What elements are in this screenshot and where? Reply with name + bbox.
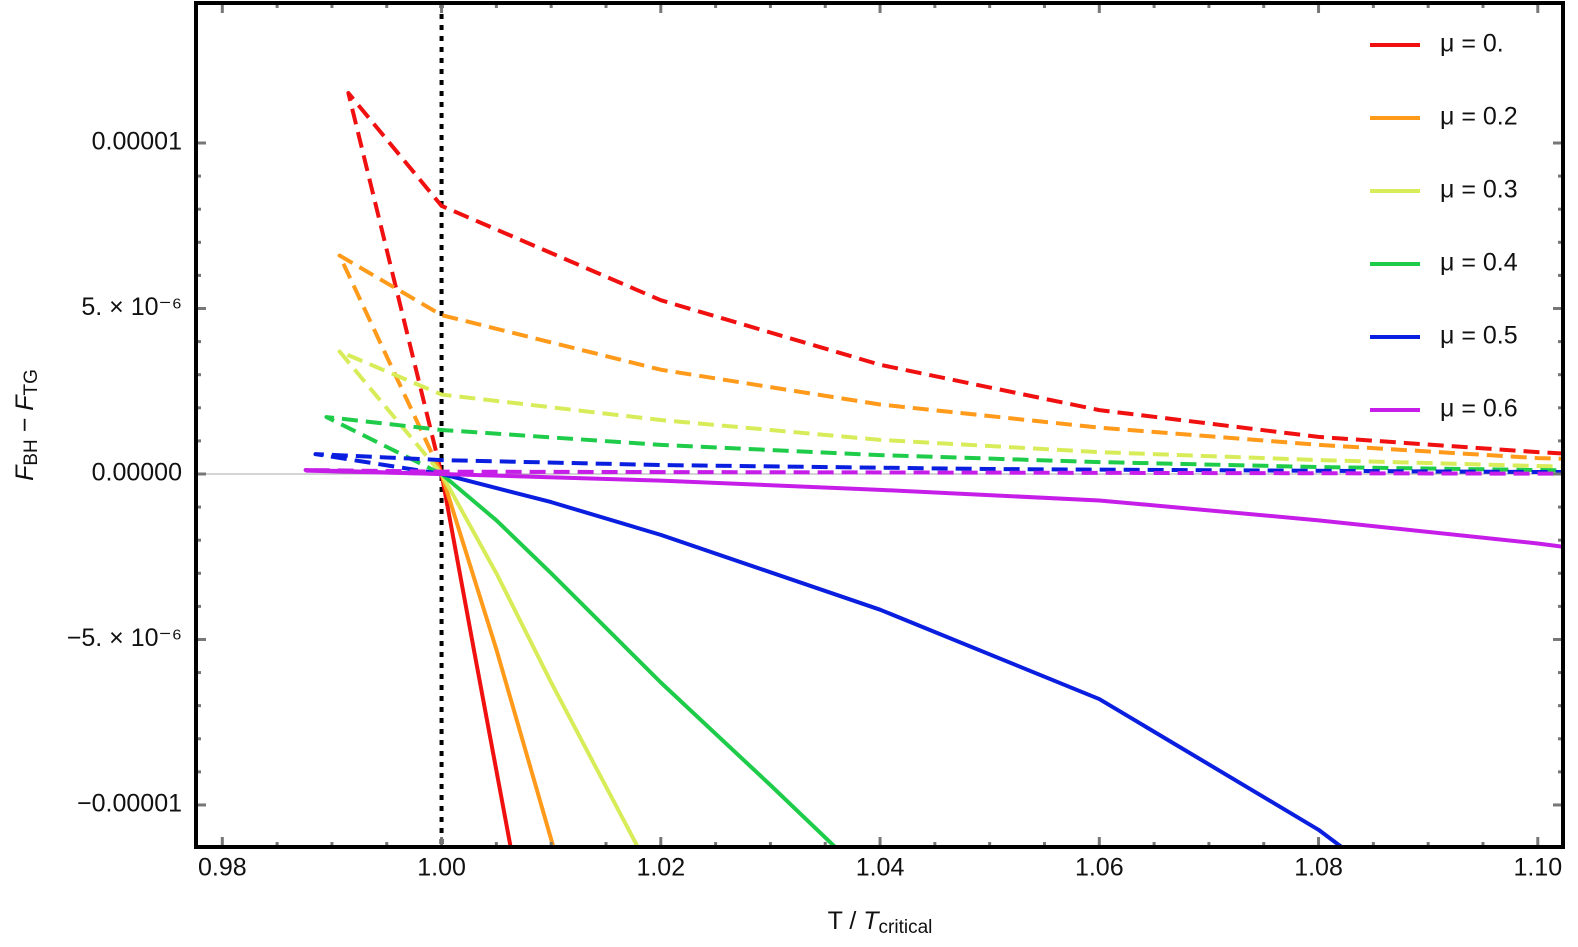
series-line (439, 473, 640, 847)
legend-label: μ = 0. (1440, 30, 1504, 58)
series-line (303, 468, 1563, 476)
plot-frame (194, 1, 1565, 849)
series-line (346, 91, 1563, 475)
x-label-part: critical (879, 917, 933, 938)
legend-label: μ = 0.5 (1440, 322, 1518, 350)
y-tick-label: 0.00000 (92, 459, 182, 487)
series-line (324, 415, 1563, 476)
x-axis-label: T / Tcritical (828, 907, 933, 938)
x-tick-label: 1.02 (636, 854, 685, 882)
legend-label: μ = 0.3 (1440, 176, 1518, 204)
y-label-part: TG (21, 369, 42, 395)
series-line (337, 253, 1563, 475)
y-label-part: BH (21, 439, 42, 465)
x-tick-label: 1.06 (1075, 854, 1124, 882)
legend-label: μ = 0.2 (1440, 103, 1518, 131)
x-tick-label: 1.00 (417, 854, 466, 882)
series-line (441, 472, 1343, 847)
y-label-part: F (11, 394, 39, 411)
series-line (337, 349, 1563, 476)
series-line (440, 472, 837, 847)
x-tick-label: 0.98 (198, 854, 247, 882)
series-line (305, 468, 1563, 549)
legend-label: μ = 0.4 (1440, 249, 1518, 277)
y-tick-label: −0.00001 (77, 790, 182, 818)
x-tick-label: 1.10 (1513, 854, 1562, 882)
series-line (439, 473, 556, 847)
x-tick-label: 1.04 (856, 854, 905, 882)
plot-area (196, 3, 1563, 847)
x-label-part: T / (828, 907, 864, 935)
y-tick-label: 5. × 10⁻⁶ (81, 293, 182, 321)
x-label-part: T (863, 907, 880, 935)
y-label-part: F (11, 464, 39, 481)
y-tick-label: 0.00001 (92, 128, 182, 156)
y-tick-label: −5. × 10⁻⁶ (67, 624, 182, 652)
x-tick-label: 1.08 (1294, 854, 1343, 882)
legend-label: μ = 0.6 (1440, 395, 1518, 423)
y-axis-label: FBH − FTG (11, 369, 42, 481)
series-line (439, 473, 513, 847)
y-label-part: − (11, 411, 39, 440)
